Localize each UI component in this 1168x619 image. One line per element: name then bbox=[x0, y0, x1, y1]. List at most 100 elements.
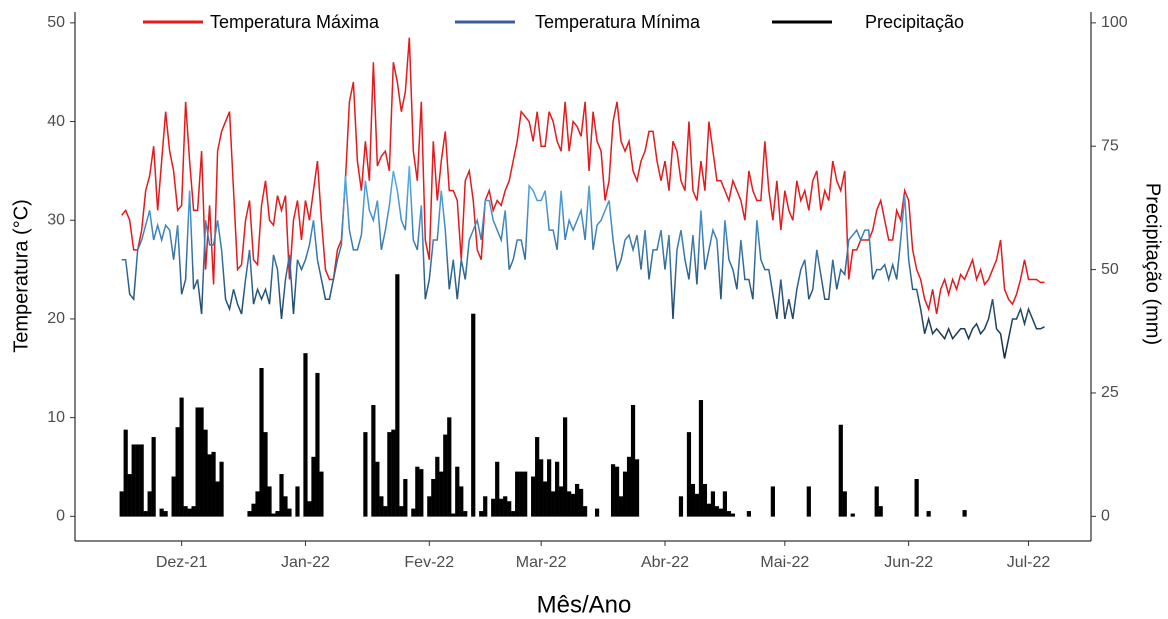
y-tick-label: 50 bbox=[47, 14, 65, 31]
precip-bar bbox=[207, 454, 212, 517]
legend-label: Temperatura Mínima bbox=[535, 12, 701, 32]
precip-bar bbox=[435, 456, 440, 517]
y2-tick-label: 75 bbox=[1101, 137, 1119, 154]
precip-bar bbox=[195, 407, 200, 517]
precip-bar bbox=[411, 508, 416, 517]
precip-bar bbox=[251, 503, 256, 517]
precip-bar bbox=[151, 437, 156, 517]
y-tick-label: 20 bbox=[47, 310, 65, 327]
precip-bar bbox=[379, 496, 384, 517]
x-tick-label: Mai-22 bbox=[760, 554, 809, 571]
precip-bar bbox=[594, 508, 600, 517]
precip-bar bbox=[371, 404, 376, 517]
y2-tick-label: 25 bbox=[1101, 384, 1119, 401]
precip-bar bbox=[247, 511, 252, 517]
precip-bar bbox=[543, 481, 548, 517]
y-tick-label: 0 bbox=[56, 508, 65, 525]
precip-bar bbox=[806, 486, 811, 517]
y2-tick-label: 100 bbox=[1101, 14, 1128, 31]
precip-bar bbox=[303, 353, 308, 517]
precip-bar bbox=[463, 511, 468, 517]
precip-bar bbox=[618, 496, 624, 517]
precip-bar bbox=[503, 496, 508, 517]
precip-bar bbox=[622, 471, 628, 517]
precip-bar bbox=[419, 469, 424, 517]
x-tick-label: Jan-22 bbox=[281, 554, 330, 571]
precip-bar bbox=[706, 503, 712, 517]
precip-bar bbox=[507, 501, 512, 517]
precip-bar bbox=[143, 511, 148, 517]
precip-bar bbox=[483, 496, 488, 517]
precip-bar bbox=[730, 513, 736, 517]
precip-bar bbox=[275, 511, 280, 517]
precip-bar bbox=[267, 486, 272, 517]
precip-bar bbox=[119, 491, 124, 517]
x-tick-label: Dez-21 bbox=[156, 554, 208, 571]
precip-bar bbox=[678, 496, 684, 517]
precip-bar bbox=[491, 498, 496, 517]
precip-bar bbox=[311, 456, 316, 517]
precip-bar bbox=[842, 491, 847, 517]
precip-bar bbox=[127, 474, 132, 517]
precip-bar bbox=[690, 483, 696, 517]
precip-bar bbox=[147, 491, 152, 517]
precip-bar bbox=[159, 508, 164, 517]
precip-bar bbox=[582, 506, 588, 517]
precip-bar bbox=[718, 508, 724, 517]
precip-bar bbox=[123, 429, 128, 517]
precip-bar bbox=[511, 511, 516, 517]
precip-bar bbox=[575, 483, 580, 517]
precip-bar bbox=[175, 427, 180, 517]
precip-bar bbox=[295, 486, 300, 517]
precip-bar bbox=[878, 506, 883, 517]
precip-bar bbox=[714, 506, 720, 517]
x-tick-label: Mar-22 bbox=[516, 554, 567, 571]
precip-bar bbox=[702, 483, 708, 517]
precip-bar bbox=[559, 486, 564, 517]
precip-bar bbox=[187, 508, 192, 517]
precip-bar bbox=[191, 506, 196, 517]
precip-bar bbox=[746, 511, 751, 517]
precip-bar bbox=[495, 461, 500, 517]
y2-tick-label: 50 bbox=[1101, 261, 1119, 278]
precip-bar bbox=[630, 404, 636, 517]
precip-bar bbox=[563, 417, 568, 517]
y-axis-title: Temperatura (°C) bbox=[10, 199, 32, 353]
precip-bar bbox=[555, 461, 560, 517]
precip-bar bbox=[579, 488, 584, 517]
precip-bar bbox=[614, 466, 620, 517]
y2-axis-title: Precipitação (mm) bbox=[1142, 183, 1164, 345]
precip-bar bbox=[383, 506, 388, 517]
precip-bar bbox=[131, 444, 136, 517]
legend-label: Precipitação bbox=[865, 12, 964, 32]
precip-bar bbox=[219, 461, 224, 517]
precip-bar bbox=[694, 493, 700, 517]
x-tick-label: Jul-22 bbox=[1007, 554, 1051, 571]
precip-bar bbox=[183, 506, 188, 517]
precip-bar bbox=[451, 513, 456, 517]
precip-bar bbox=[391, 429, 396, 517]
y-tick-label: 30 bbox=[47, 211, 65, 228]
precip-bar bbox=[279, 474, 284, 517]
precip-bar bbox=[363, 432, 368, 517]
precip-bar bbox=[610, 464, 616, 517]
precip-bar bbox=[710, 491, 716, 517]
precip-bar bbox=[551, 491, 556, 517]
precip-bar bbox=[698, 400, 704, 517]
y2-tick-label: 0 bbox=[1101, 508, 1110, 525]
precip-bar bbox=[387, 432, 392, 517]
precip-bar bbox=[626, 456, 632, 517]
precip-bar bbox=[427, 496, 432, 517]
precip-bar bbox=[283, 496, 288, 517]
precip-bar bbox=[415, 466, 420, 517]
precip-bar bbox=[271, 513, 276, 517]
precip-bar bbox=[395, 274, 400, 517]
x-tick-label: Fev-22 bbox=[404, 554, 454, 571]
precip-bar bbox=[203, 429, 208, 517]
precip-bar bbox=[443, 434, 448, 517]
precip-bar bbox=[139, 444, 144, 517]
precip-bar bbox=[926, 511, 931, 517]
precip-bar bbox=[287, 508, 292, 517]
